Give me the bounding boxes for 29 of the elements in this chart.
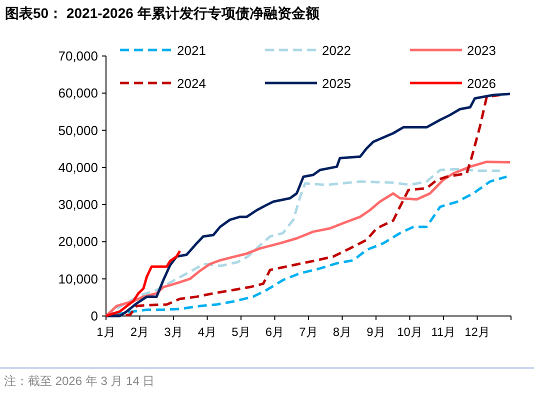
y-tick-label: 0 [90, 308, 98, 324]
y-tick-label: 60,000 [58, 86, 98, 101]
legend-label: 2021 [177, 43, 206, 58]
x-tick-label: 12月 [464, 325, 490, 339]
line-series [104, 250, 182, 318]
x-tick-label: 10月 [397, 325, 422, 339]
x-tick-label: 5月 [232, 325, 250, 339]
legend-label: 2025 [322, 76, 351, 91]
x-tick-label: 6月 [265, 325, 284, 339]
x-tick-label: 9月 [366, 325, 386, 339]
legend-label: 2024 [177, 76, 206, 91]
y-tick-label: 50,000 [58, 122, 98, 138]
x-tick-label: 4月 [198, 325, 217, 339]
x-tick-label: 7月 [299, 325, 318, 339]
x-tick-label: 3月 [164, 325, 183, 339]
text: 注：截至 2026 年 3 月 14 日 [4, 374, 155, 388]
x-tick-label: 2月 [130, 325, 150, 339]
x-tick-label: 11月 [431, 325, 456, 339]
x-tick-label: 1月 [96, 325, 116, 339]
y-tick-label: 40,000 [58, 160, 98, 175]
y-tick-label: 20,000 [58, 234, 98, 250]
legend-label: 2026 [467, 76, 496, 91]
y-tick-label: 30,000 [58, 197, 98, 212]
x-tick-label: 8月 [332, 325, 352, 339]
y-tick-label: 70,000 [58, 48, 98, 64]
legend-label: 2023 [467, 43, 496, 58]
chart-title: 图表50： 2021-2026 年累计发行专项债净融资金额 [5, 5, 320, 21]
legend-label: 2022 [322, 43, 351, 58]
y-tick-label: 10,000 [58, 271, 98, 286]
